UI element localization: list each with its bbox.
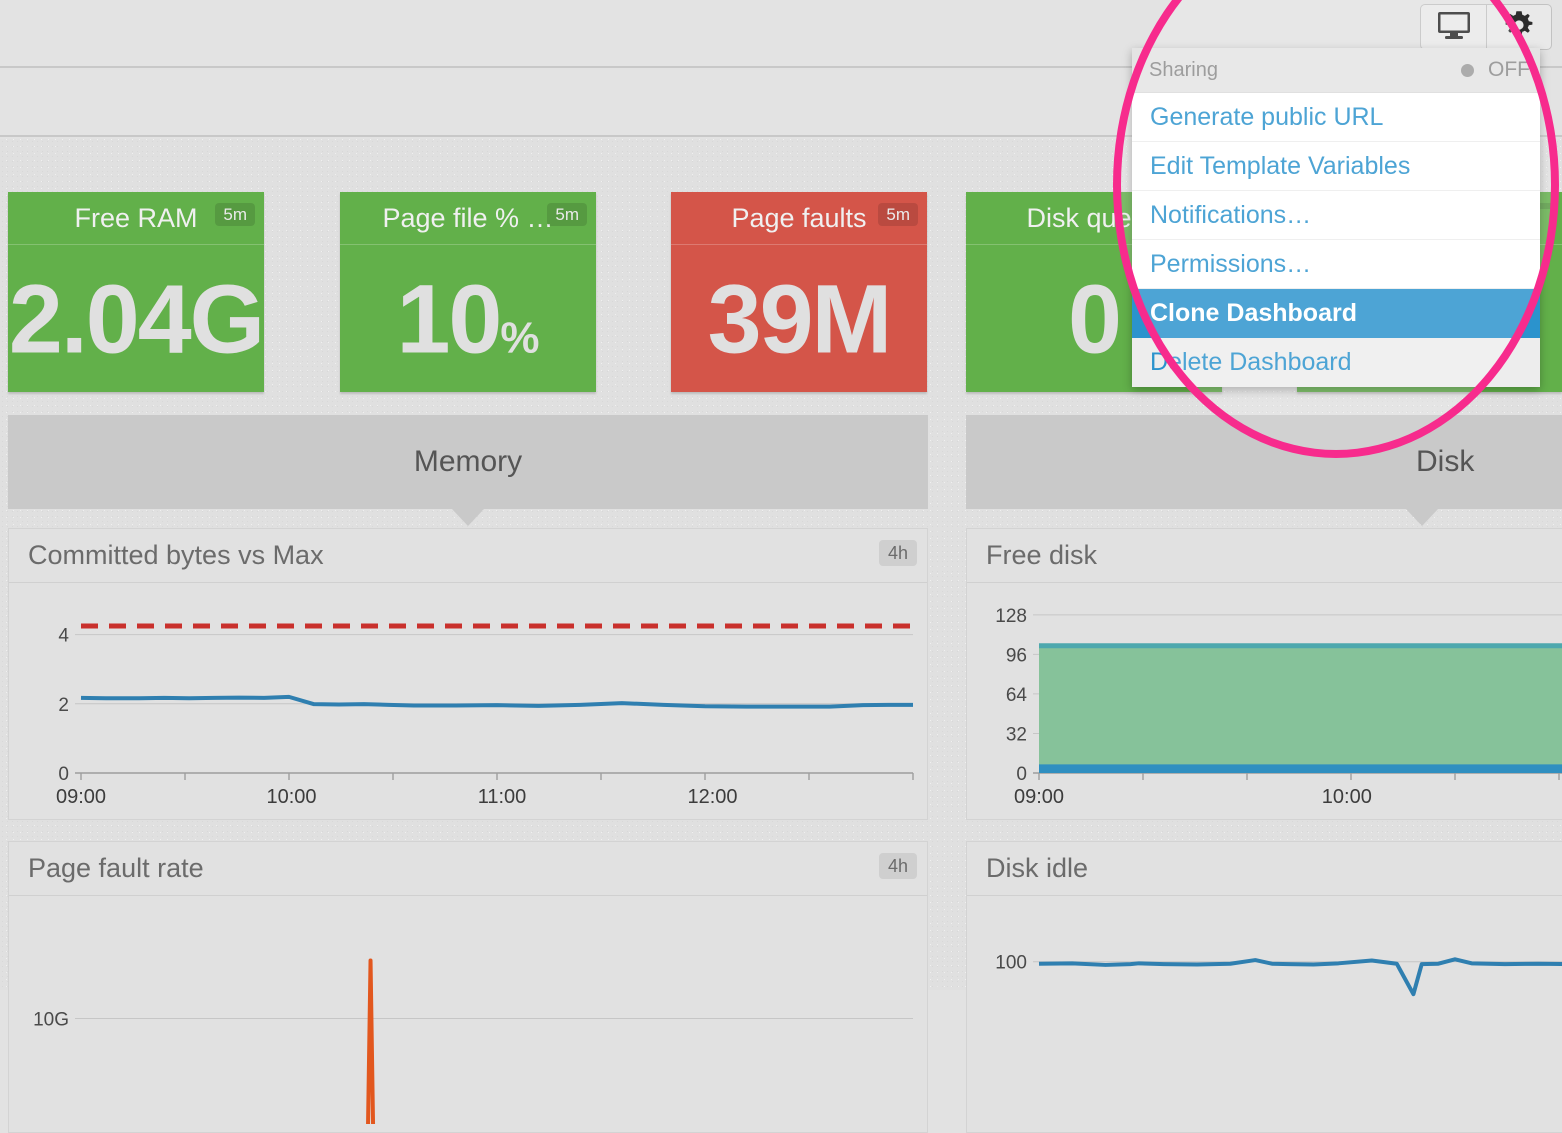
chart-page-fault-rate: 10G [9, 895, 927, 1132]
panel-header: Disk idle [967, 842, 1562, 896]
gear-icon [1503, 9, 1535, 46]
svg-text:10:00: 10:00 [1322, 786, 1372, 808]
stat-header: Free RAM 5m [8, 192, 264, 245]
row-header-label: Disk [1416, 445, 1475, 478]
graph-panel-committed-bytes[interactable]: Committed bytes vs Max 4h 0 2 4 09:00 10:00 1… [8, 528, 928, 820]
row-header-disk[interactable]: Disk [966, 415, 1562, 526]
panel-title: Committed bytes vs Max [28, 540, 324, 570]
svg-text:12:00: 12:00 [687, 786, 737, 808]
menu-item-clone-dashboard[interactable]: Clone Dashboard [1132, 289, 1540, 338]
menu-item-delete-dashboard[interactable]: Delete Dashboard [1132, 338, 1540, 387]
svg-text:2: 2 [58, 695, 69, 716]
panel-title: Page fault rate [28, 853, 204, 883]
sharing-row[interactable]: Sharing OFF [1132, 48, 1540, 93]
svg-text:0: 0 [58, 764, 69, 785]
stat-body: 10% [340, 245, 596, 393]
graph-panel-disk-idle[interactable]: Disk idle 100 [966, 841, 1562, 1133]
stat-title: Page file % … [382, 203, 554, 233]
panel-range-badge: 4h [878, 853, 917, 879]
stat-range-badge: 5m [547, 203, 587, 226]
menu-item-edit-template-variables[interactable]: Edit Template Variables [1132, 142, 1540, 191]
dashboard-settings-menu[interactable]: Sharing OFF Generate public URL Edit Tem… [1132, 48, 1540, 387]
chart-disk-idle: 100 [967, 895, 1562, 1132]
monitor-icon [1437, 11, 1471, 44]
stat-title: Free RAM [74, 203, 198, 233]
stat-header: Page file % … 5m [340, 192, 596, 245]
menu-item-generate-public-url[interactable]: Generate public URL [1132, 93, 1540, 142]
svg-text:4: 4 [58, 626, 69, 647]
svg-text:32: 32 [1006, 724, 1027, 745]
stat-header: Page faults 5m [671, 192, 927, 245]
svg-text:0: 0 [1016, 764, 1027, 785]
menu-item-permissions[interactable]: Permissions… [1132, 240, 1540, 289]
panel-title: Disk idle [986, 853, 1089, 883]
stat-value: 10% [396, 264, 540, 374]
stat-value: 0 [1068, 264, 1122, 374]
stat-body: 0 [966, 245, 1222, 393]
stat-panel-free-ram[interactable]: Free RAM 5m 2.04G [8, 192, 265, 393]
panel-header: Page fault rate 4h [9, 842, 927, 896]
gear-icon-button[interactable] [1486, 4, 1552, 50]
stat-panel-page-faults[interactable]: Page faults 5m 39M [671, 192, 927, 392]
stat-range-badge: 5m [215, 203, 255, 226]
svg-text:128: 128 [995, 606, 1027, 627]
panel-title: Free disk [986, 540, 1098, 570]
stat-range-badge [1537, 203, 1553, 209]
monitor-icon-button[interactable] [1420, 4, 1486, 50]
svg-text:09:00: 09:00 [56, 786, 106, 808]
svg-text:96: 96 [1006, 645, 1027, 666]
svg-text:11:00: 11:00 [478, 786, 527, 808]
panel-header: Free disk [967, 529, 1562, 583]
stat-range-badge: 5m [878, 203, 918, 226]
stat-body: 39M [671, 245, 927, 393]
row-header-memory[interactable]: Memory [8, 415, 928, 526]
panel-header: Committed bytes vs Max 4h [9, 529, 927, 583]
svg-text:10:00: 10:00 [266, 786, 316, 808]
toolbar-icon-group [1420, 4, 1552, 50]
panel-range-badge: 4h [878, 540, 917, 566]
chart-committed-bytes: 0 2 4 09:00 10:00 11:00 12:00 [9, 582, 927, 819]
stat-body: 2.04G [8, 245, 265, 393]
svg-text:100: 100 [995, 953, 1027, 974]
row-header-label: Memory [413, 445, 523, 478]
svg-text:10G: 10G [33, 1010, 69, 1031]
stat-value: 39M [707, 264, 893, 374]
chevron-down-icon [1406, 509, 1438, 526]
stat-title: Page faults [731, 203, 867, 233]
graph-panel-page-fault-rate[interactable]: Page fault rate 4h 10G [8, 841, 928, 1133]
chevron-down-icon [452, 509, 484, 526]
top-toolbar [0, 0, 1562, 68]
svg-text:09:00: 09:00 [1014, 786, 1064, 808]
sharing-state: OFF [1488, 58, 1530, 81]
sharing-label: Sharing [1149, 59, 1218, 81]
sharing-toggle[interactable] [1461, 64, 1474, 77]
stat-value: 2.04G [8, 264, 265, 374]
menu-item-notifications[interactable]: Notifications… [1132, 191, 1540, 240]
stat-panel-page-file[interactable]: Page file % … 5m 10% [340, 192, 596, 392]
svg-text:64: 64 [1006, 685, 1028, 706]
